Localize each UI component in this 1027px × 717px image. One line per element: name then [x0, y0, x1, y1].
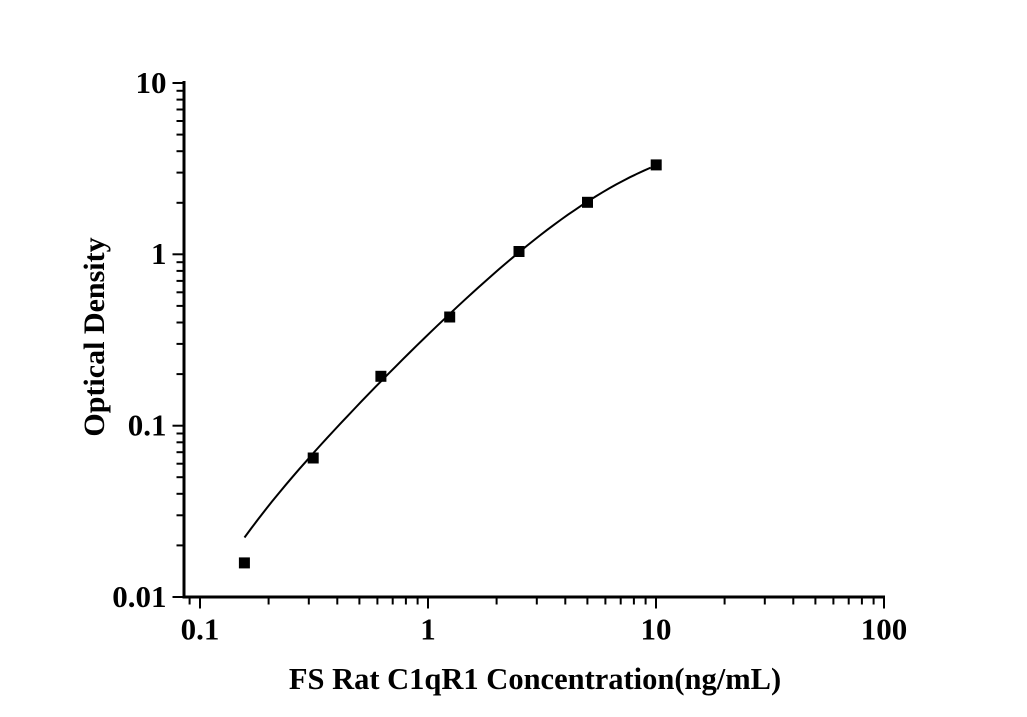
- svg-text:10: 10: [136, 65, 167, 100]
- svg-text:0.01: 0.01: [112, 579, 166, 614]
- svg-text:0.1: 0.1: [128, 408, 167, 443]
- svg-text:FS Rat C1qR1 Concentration(ng/: FS Rat C1qR1 Concentration(ng/mL): [289, 662, 781, 696]
- svg-text:Optical Density: Optical Density: [78, 237, 111, 436]
- svg-text:0.1: 0.1: [181, 611, 220, 646]
- svg-text:100: 100: [861, 611, 908, 646]
- svg-text:1: 1: [151, 236, 167, 271]
- svg-text:10: 10: [641, 611, 672, 646]
- svg-text:1: 1: [420, 611, 436, 646]
